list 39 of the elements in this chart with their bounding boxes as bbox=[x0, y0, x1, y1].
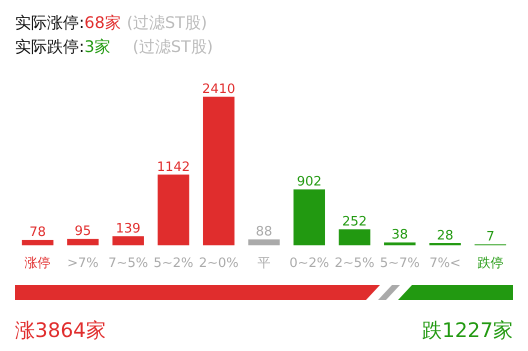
text: (过滤ST股) bbox=[126, 13, 208, 32]
data-label: 252 bbox=[342, 214, 367, 230]
x-tick-label: 5~7% bbox=[380, 256, 420, 271]
x-tick-label: 涨停 bbox=[24, 256, 51, 271]
data-label: 1142 bbox=[156, 160, 190, 175]
bar bbox=[248, 239, 280, 246]
text: 跌1227家 bbox=[422, 318, 513, 342]
text: 3家 bbox=[84, 37, 111, 56]
bar bbox=[112, 236, 144, 246]
data-label: 902 bbox=[296, 174, 322, 190]
bar bbox=[384, 242, 416, 246]
bar bbox=[158, 174, 190, 246]
data-label: 139 bbox=[116, 221, 141, 236]
x-tick-label: 2~0% bbox=[198, 256, 239, 271]
data-label: 95 bbox=[74, 224, 92, 240]
data-label: 2410 bbox=[202, 82, 236, 97]
text: 68家 bbox=[84, 13, 121, 32]
data-label: 7 bbox=[486, 230, 495, 245]
data-label: 78 bbox=[29, 225, 46, 240]
text: (过滤ST股) bbox=[132, 37, 213, 56]
x-tick-label: 5~2% bbox=[154, 256, 194, 271]
bar bbox=[338, 229, 370, 246]
x-tick-label: 2~5% bbox=[334, 256, 374, 271]
text: 涨3864家 bbox=[15, 318, 106, 342]
data-label: 38 bbox=[392, 228, 408, 243]
bar bbox=[67, 238, 99, 246]
data-label: 28 bbox=[436, 228, 454, 244]
x-tick-label: 平 bbox=[258, 256, 270, 271]
text: 实际跌停: bbox=[15, 37, 84, 56]
bar bbox=[202, 96, 234, 246]
x-tick-label: 跌停 bbox=[477, 256, 504, 271]
x-tick-label: 7%< bbox=[429, 256, 461, 271]
data-label: 88 bbox=[256, 224, 272, 240]
bar bbox=[22, 240, 54, 246]
x-tick-label: 7~5% bbox=[108, 256, 148, 271]
x-tick-label: 0~2% bbox=[289, 256, 330, 271]
bar bbox=[294, 189, 326, 246]
text: 实际涨停: bbox=[15, 13, 84, 32]
x-tick-label: >7% bbox=[67, 256, 99, 271]
